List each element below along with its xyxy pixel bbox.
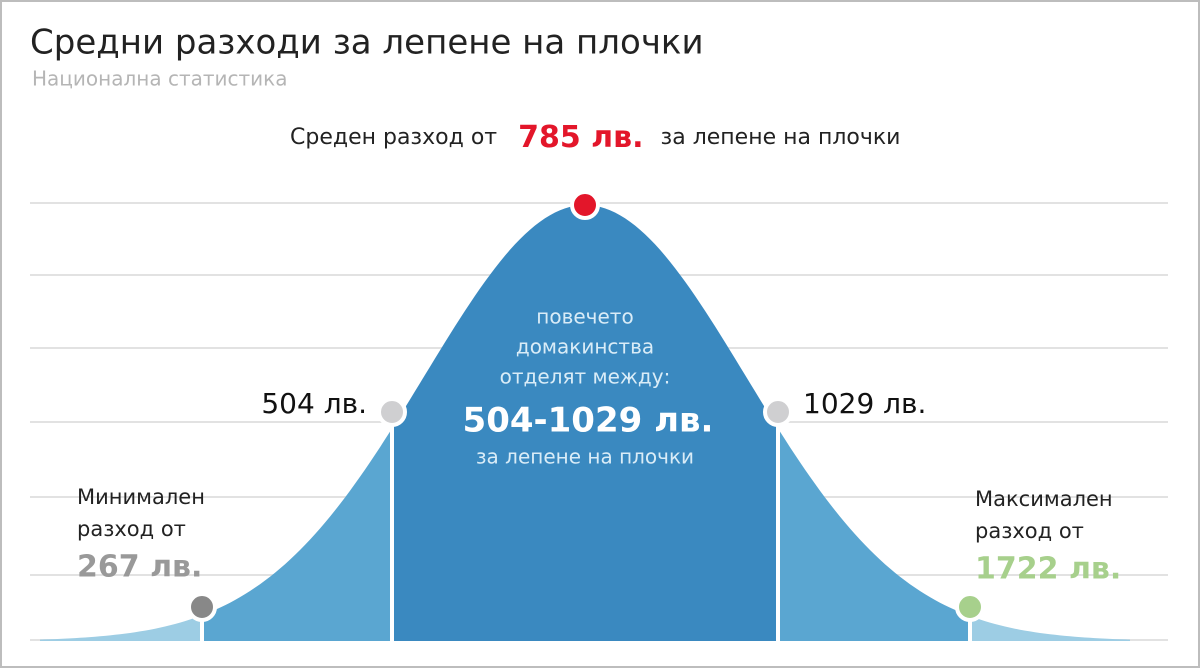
upper-dot bbox=[763, 397, 793, 427]
minimum-line: Минимален bbox=[77, 485, 205, 509]
center-text: повечето домакинства отделят между: 504-… bbox=[463, 305, 714, 469]
max-dot bbox=[955, 592, 985, 622]
average-value: 785 лв. bbox=[518, 120, 643, 155]
min-dot bbox=[187, 592, 217, 622]
average-suffix: за лепене на плочки bbox=[661, 125, 901, 150]
subtitle: Национална статистика bbox=[32, 67, 287, 91]
upper-value: 1029 лв. bbox=[803, 387, 926, 420]
average-prefix: Среден разход от bbox=[290, 125, 497, 150]
minimum-line: разход от bbox=[77, 517, 186, 541]
lower-dot bbox=[377, 397, 407, 427]
center-note: за лепене на плочки bbox=[476, 445, 694, 469]
maximum-text: Максимален разход от 1722 лв. bbox=[975, 487, 1121, 587]
minimum-value: 267 лв. bbox=[77, 550, 202, 585]
center-line: повечето bbox=[536, 305, 633, 329]
center-line: отделят между: bbox=[500, 365, 671, 389]
average-line: Среден разход от 785 лв. за лепене на пл… bbox=[290, 120, 900, 155]
title: Средни разходи за лепене на плочки bbox=[30, 23, 704, 63]
center-range: 504-1029 лв. bbox=[463, 401, 714, 441]
maximum-value: 1722 лв. bbox=[975, 552, 1121, 587]
maximum-line: Максимален bbox=[975, 487, 1113, 511]
minimum-text: Минимален разход от 267 лв. bbox=[77, 485, 205, 585]
lower-value: 504 лв. bbox=[261, 387, 367, 420]
maximum-line: разход от bbox=[975, 519, 1084, 543]
center-line: домакинства bbox=[516, 335, 654, 359]
mean-dot bbox=[570, 190, 600, 220]
